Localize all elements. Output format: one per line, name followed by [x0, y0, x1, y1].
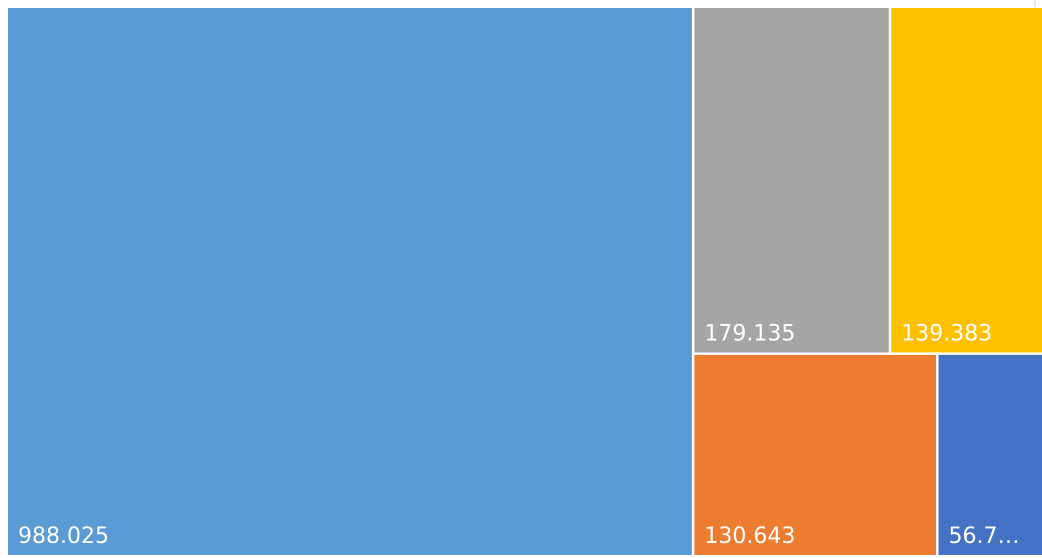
tile-label: 56.7…	[949, 524, 1020, 549]
treemap-tile	[8, 8, 692, 555]
tile-label: 130.643	[704, 524, 795, 549]
tile-label: 139.383	[901, 321, 992, 346]
treemap-tile	[694, 354, 937, 555]
tile-label: 988.025	[18, 524, 109, 549]
treemap-tile	[694, 8, 889, 353]
treemap-tile	[891, 8, 1042, 353]
tile-label: 179.135	[704, 321, 795, 346]
treemap-tile	[938, 354, 1042, 555]
